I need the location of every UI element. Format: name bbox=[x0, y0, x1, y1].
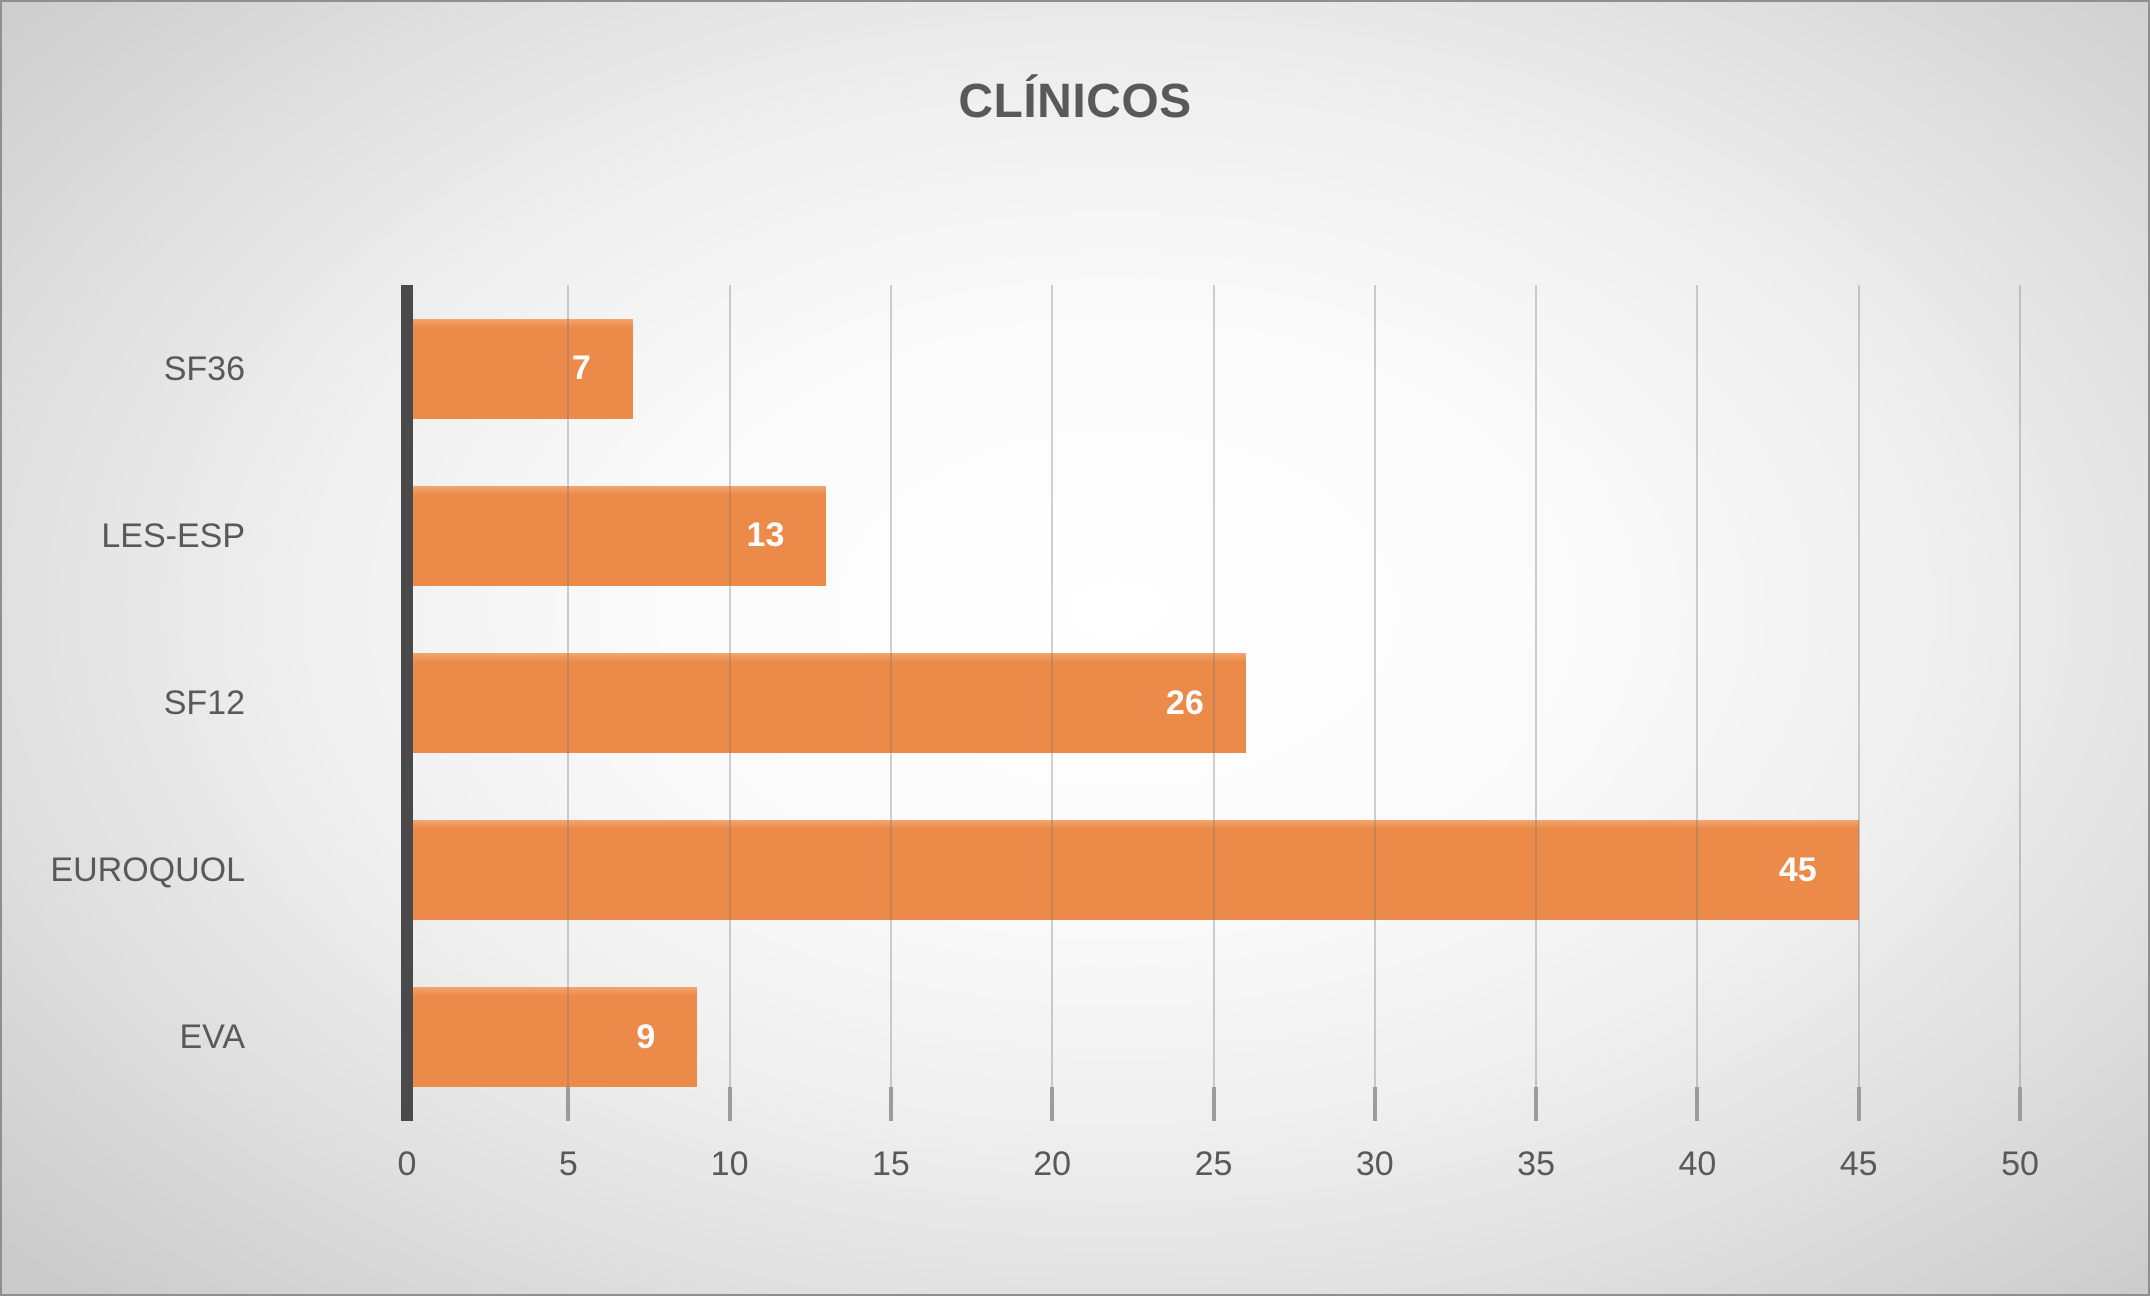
bar-eva: 9 bbox=[413, 987, 698, 1088]
x-axis-tick bbox=[1856, 1087, 1861, 1121]
data-label: 26 bbox=[1165, 683, 1204, 722]
x-axis-tick-label: 45 bbox=[1839, 1145, 1878, 1183]
x-axis-tick bbox=[1211, 1087, 1216, 1121]
x-axis-tick-label: 20 bbox=[1033, 1145, 1072, 1183]
gridline bbox=[1696, 285, 1699, 1087]
data-label: 9 bbox=[636, 1017, 656, 1056]
gridline bbox=[1212, 285, 1215, 1087]
gridline bbox=[728, 285, 731, 1087]
x-axis-tick-label: 35 bbox=[1517, 1145, 1555, 1183]
category-label-sf12: SF12 bbox=[163, 684, 245, 722]
category-label-eva: EVA bbox=[179, 1018, 245, 1057]
bar-sf12: 26 bbox=[413, 653, 1246, 753]
bar-euroquol: 45 bbox=[413, 820, 1859, 921]
plot-area: 0 5 10 15 20 25 30 35 40 45 50 SF36 7 LES-ESP 13 SF12 26… bbox=[50, 285, 2039, 1183]
x-axis-tick-label: 0 bbox=[397, 1145, 417, 1183]
x-axis-tick-label: 30 bbox=[1355, 1145, 1394, 1183]
x-axis-tick bbox=[1372, 1087, 1377, 1121]
x-axis-tick-label: 25 bbox=[1194, 1145, 1233, 1183]
x-axis-tick bbox=[1050, 1087, 1055, 1121]
x-axis-tick bbox=[1534, 1087, 1539, 1121]
x-axis-tick-label: 5 bbox=[558, 1145, 578, 1183]
gridline bbox=[1051, 285, 1054, 1087]
gridline bbox=[567, 285, 570, 1087]
category-label-euroquol: EUROQUOL bbox=[50, 851, 245, 890]
gridline bbox=[1857, 285, 1860, 1087]
chart-title: CLÍNICOS bbox=[958, 75, 1192, 128]
x-axis-tick bbox=[1695, 1087, 1700, 1121]
x-axis-tick bbox=[2018, 1087, 2022, 1121]
x-axis-tick bbox=[727, 1087, 732, 1121]
gridline bbox=[889, 285, 892, 1087]
data-label: 13 bbox=[746, 516, 785, 555]
data-label: 45 bbox=[1778, 850, 1817, 889]
category-label-les-esp: LES-ESP bbox=[101, 516, 245, 555]
category-label-sf36: SF36 bbox=[163, 349, 245, 388]
x-axis-tick bbox=[566, 1087, 571, 1121]
value-axis-line bbox=[401, 285, 413, 1121]
x-axis-tick-label: 40 bbox=[1678, 1145, 1717, 1183]
gridline bbox=[1535, 285, 1538, 1087]
x-axis-tick-label: 15 bbox=[871, 1145, 910, 1183]
gridline bbox=[2019, 285, 2021, 1087]
x-axis-tick-label: 10 bbox=[710, 1145, 749, 1183]
data-label: 7 bbox=[571, 349, 591, 388]
bar-sf36: 7 bbox=[413, 318, 633, 419]
bar-les-esp: 13 bbox=[413, 485, 827, 586]
x-axis-tick-label: 50 bbox=[2001, 1145, 2039, 1183]
x-axis-tick bbox=[888, 1087, 893, 1121]
gridline bbox=[1373, 285, 1376, 1087]
